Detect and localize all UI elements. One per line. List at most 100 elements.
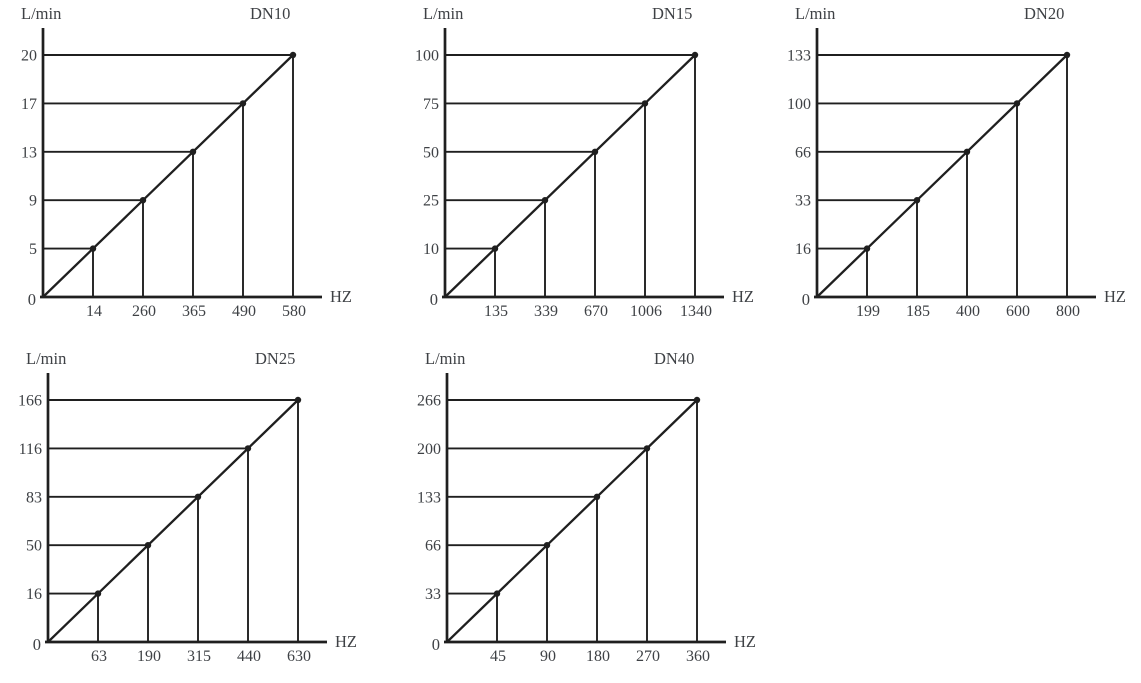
y-axis-label: L/min xyxy=(795,4,836,23)
x-tick-label: 63 xyxy=(91,648,107,665)
x-tick-label: 670 xyxy=(584,303,608,320)
x-tick-label: 440 xyxy=(237,648,261,665)
y-tick-label: 166 xyxy=(18,393,42,410)
data-point xyxy=(691,51,699,59)
y-tick-label: 33 xyxy=(425,586,441,603)
y-tick-label: 83 xyxy=(26,489,42,506)
y-tick-label: 200 xyxy=(417,441,441,458)
diagonal-line xyxy=(42,54,294,298)
y-axis-label: L/min xyxy=(21,4,62,23)
y-tick-label: 16 xyxy=(795,241,811,258)
x-tick-label: 400 xyxy=(956,303,980,320)
x-tick-label: 270 xyxy=(636,648,660,665)
y-tick-label: 33 xyxy=(795,193,811,210)
data-point xyxy=(1013,100,1021,107)
y-tick-label: 10 xyxy=(423,241,439,258)
data-point xyxy=(144,542,152,549)
x-tick-label: 260 xyxy=(132,303,156,320)
data-point xyxy=(89,245,97,252)
x-tick-label: 800 xyxy=(1056,303,1080,320)
y-tick-label: 9 xyxy=(29,193,37,210)
x-axis-label: HZ xyxy=(734,632,756,651)
y-tick-label: 5 xyxy=(29,241,37,258)
diagonal-line xyxy=(446,399,698,643)
y-tick-label: 50 xyxy=(423,144,439,161)
x-tick-label: 90 xyxy=(540,648,556,665)
data-point xyxy=(294,396,302,404)
x-tick-label: 630 xyxy=(287,648,311,665)
data-point xyxy=(244,445,252,452)
chart-title: DN10 xyxy=(250,4,291,23)
data-point xyxy=(491,245,499,252)
x-tick-label: 185 xyxy=(906,303,930,320)
data-point xyxy=(693,396,701,404)
y-tick-label: 50 xyxy=(26,538,42,555)
data-point xyxy=(643,445,651,452)
y-tick-label: 25 xyxy=(423,193,439,210)
x-tick-label: 315 xyxy=(187,648,211,665)
y-tick-label: 66 xyxy=(425,538,441,555)
y-tick-label: 100 xyxy=(787,96,811,113)
origin-label: 0 xyxy=(27,290,36,309)
y-tick-label: 13 xyxy=(21,144,37,161)
y-tick-label: 133 xyxy=(417,489,441,506)
y-axis-label: L/min xyxy=(423,4,464,23)
x-tick-label: 180 xyxy=(586,648,610,665)
y-tick-label: 100 xyxy=(415,48,439,65)
chart-dn25: L/min DN25 HZ 0 16 63 50 190 83 315 116 440 166 6… xyxy=(5,345,381,683)
data-point xyxy=(543,542,551,549)
y-tick-label: 116 xyxy=(19,441,42,458)
chart-dn20: L/min DN20 HZ 0 16 199 33 185 66 400 100 600 133… xyxy=(774,0,1141,338)
diagonal-line xyxy=(444,54,696,298)
x-tick-label: 490 xyxy=(232,303,256,320)
data-point xyxy=(913,197,921,204)
y-tick-label: 16 xyxy=(26,586,42,603)
plot-canvas: 16 63 50 190 83 315 116 440 166 630 xyxy=(18,373,327,665)
x-tick-label: 365 xyxy=(182,303,206,320)
x-tick-label: 580 xyxy=(282,303,306,320)
data-point xyxy=(94,590,102,597)
x-tick-label: 1340 xyxy=(680,303,712,320)
x-tick-label: 135 xyxy=(484,303,508,320)
x-tick-label: 45 xyxy=(490,648,506,665)
chart-title: DN25 xyxy=(255,349,296,368)
origin-label: 0 xyxy=(429,290,438,309)
chart-title: DN15 xyxy=(652,4,693,23)
data-point xyxy=(194,493,202,500)
chart-title: DN20 xyxy=(1024,4,1065,23)
x-tick-label: 199 xyxy=(856,303,880,320)
x-tick-label: 360 xyxy=(686,648,710,665)
x-axis-label: HZ xyxy=(732,287,754,306)
x-tick-label: 600 xyxy=(1006,303,1030,320)
chart-dn10: L/min DN10 HZ 0 5 14 9 260 13 365 17 490 20 580 xyxy=(0,0,376,338)
data-point xyxy=(289,51,297,59)
data-point xyxy=(541,197,549,204)
x-tick-label: 190 xyxy=(137,648,161,665)
origin-label: 0 xyxy=(801,290,810,309)
y-tick-label: 20 xyxy=(21,48,37,65)
data-point xyxy=(493,590,501,597)
data-point xyxy=(239,100,247,107)
plot-canvas: 5 14 9 260 13 365 17 490 20 580 xyxy=(21,28,322,320)
y-axis-label: L/min xyxy=(425,349,466,368)
data-point xyxy=(591,148,599,155)
data-point xyxy=(593,493,601,500)
x-axis-label: HZ xyxy=(1104,287,1126,306)
x-axis-label: HZ xyxy=(330,287,352,306)
x-tick-label: 339 xyxy=(534,303,558,320)
x-axis-label: HZ xyxy=(335,632,357,651)
y-tick-label: 266 xyxy=(417,393,441,410)
data-point xyxy=(963,148,971,155)
data-point xyxy=(863,245,871,252)
data-point xyxy=(1063,51,1071,59)
x-tick-label: 14 xyxy=(86,303,102,320)
data-point xyxy=(641,100,649,107)
chart-title: DN40 xyxy=(654,349,695,368)
plot-canvas: 16 199 33 185 66 400 100 600 133 800 xyxy=(787,28,1096,320)
y-tick-label: 133 xyxy=(787,48,811,65)
x-tick-label: 1006 xyxy=(630,303,662,320)
origin-label: 0 xyxy=(32,635,41,654)
y-tick-label: 75 xyxy=(423,96,439,113)
plot-canvas: 10 135 25 339 50 670 75 1006 100 1340 xyxy=(415,28,724,320)
